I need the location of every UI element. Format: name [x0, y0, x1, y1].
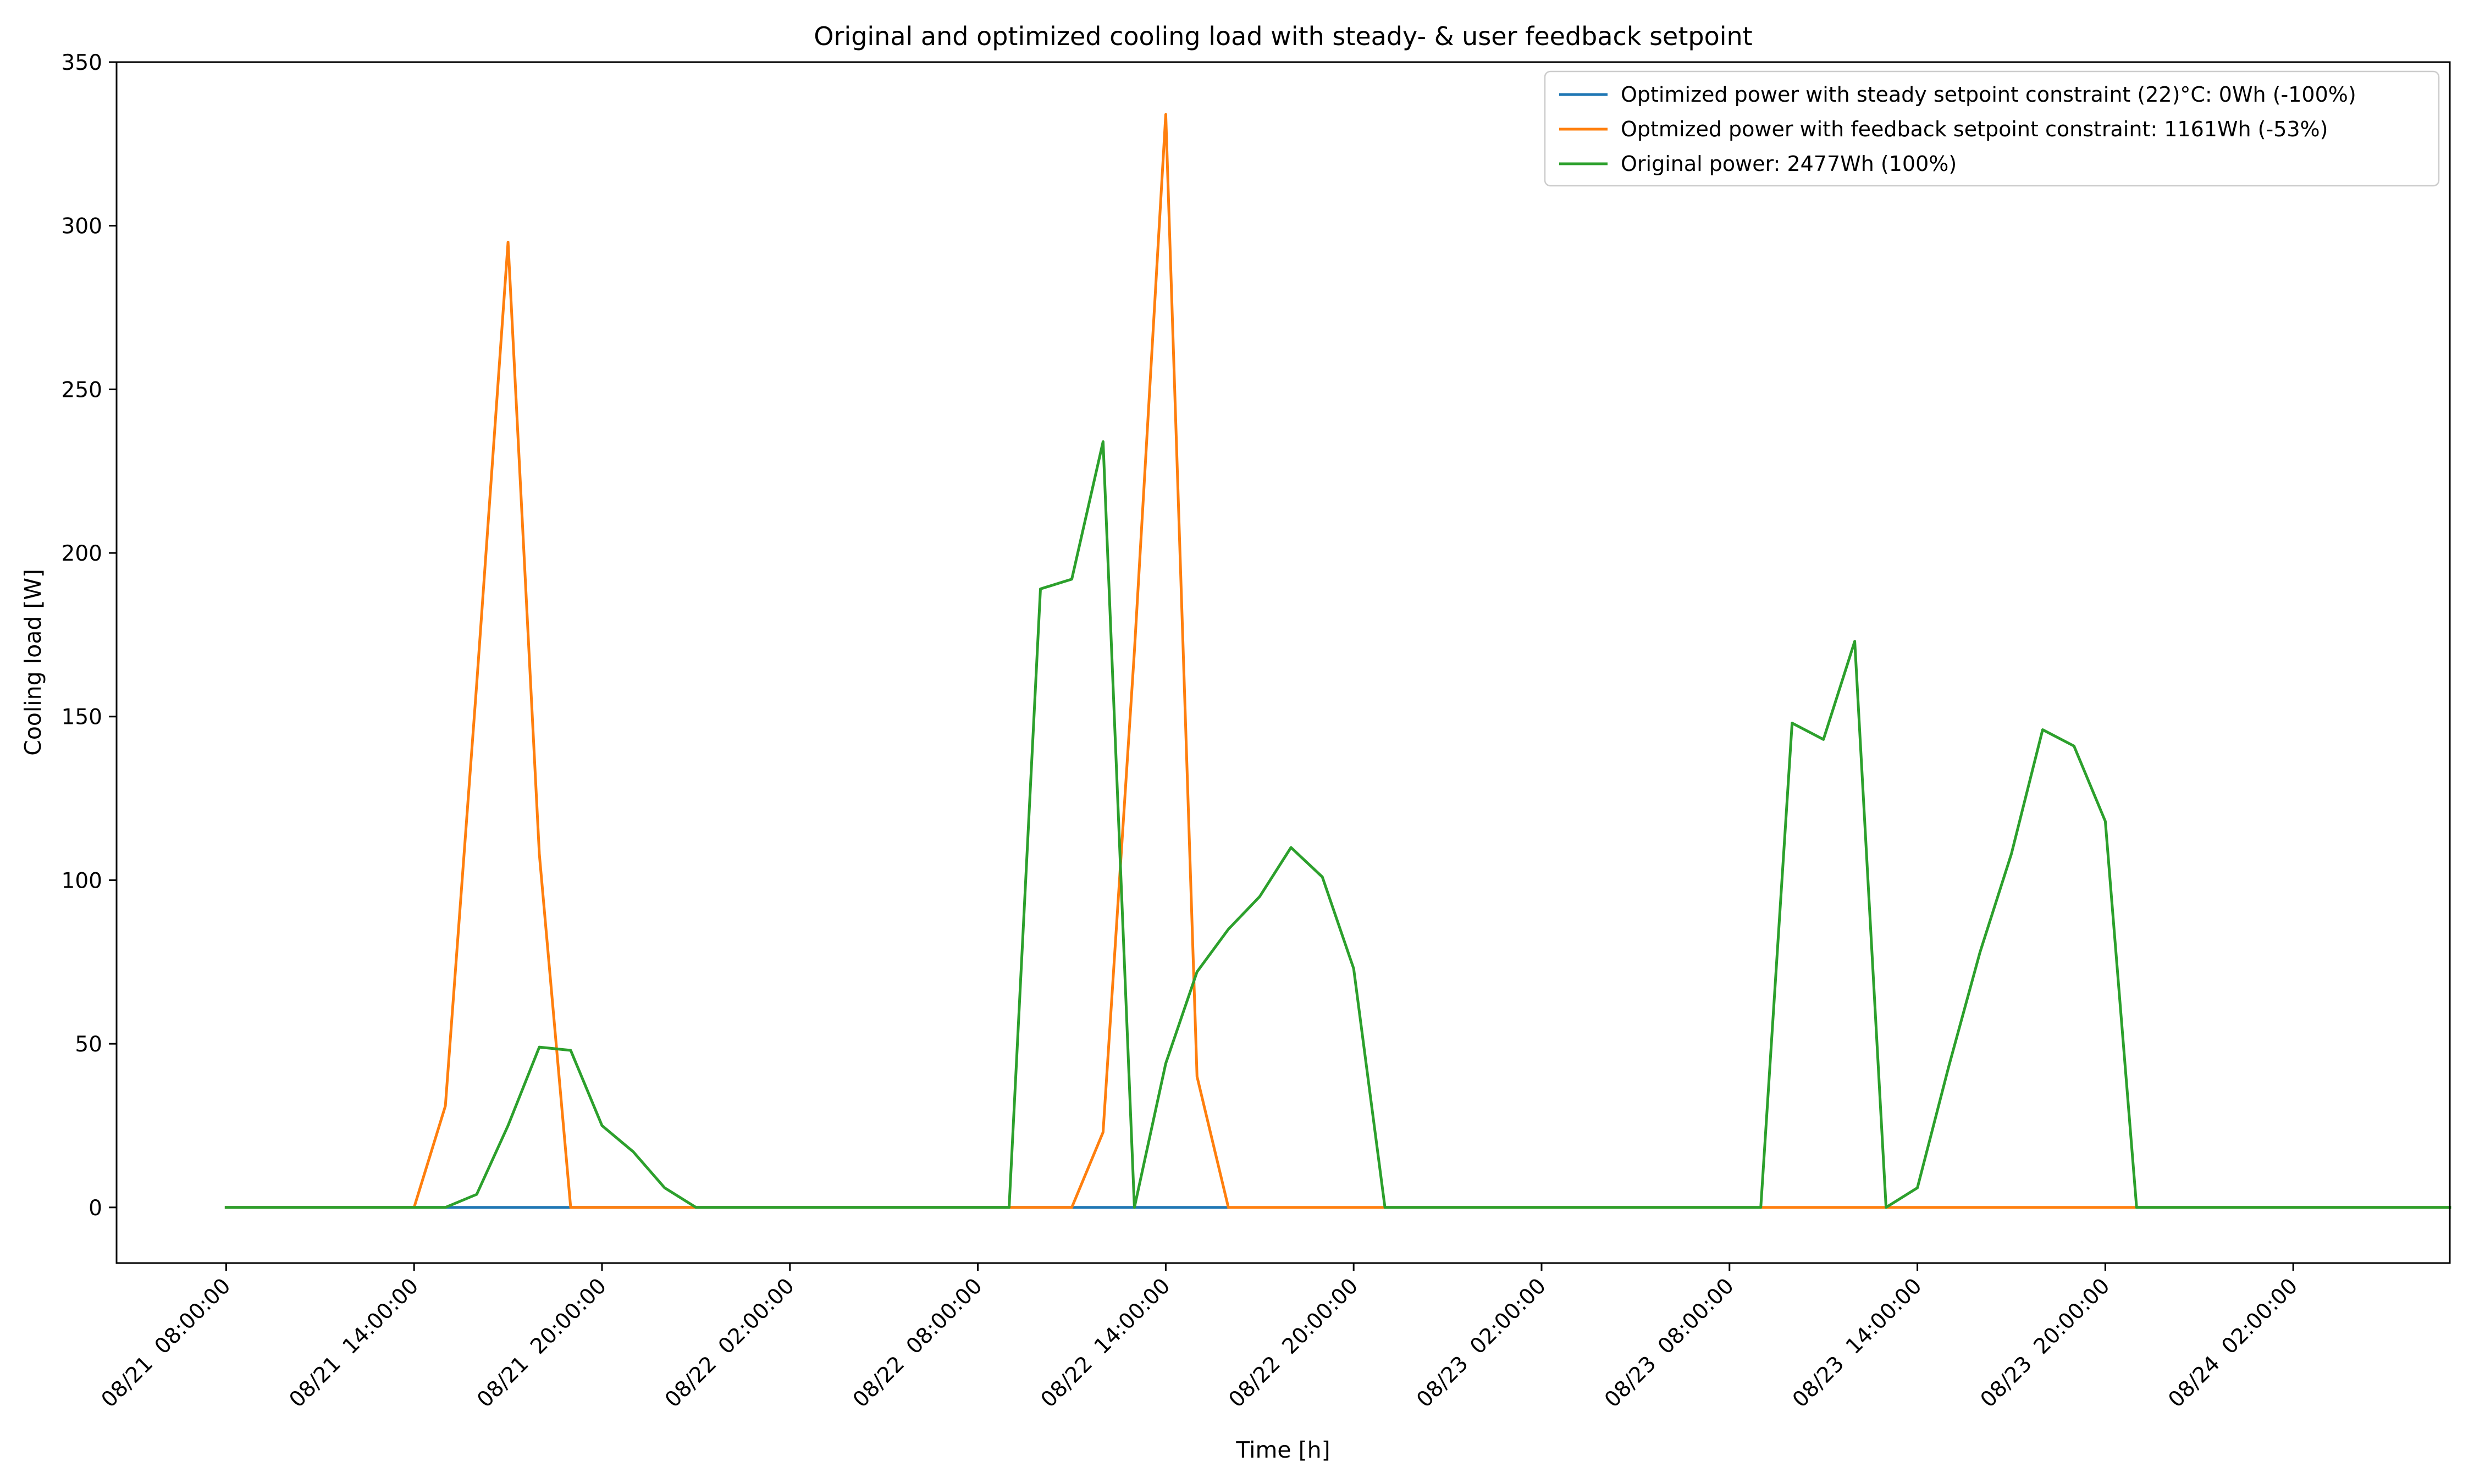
legend-entry-2: Original power: 2477Wh (100%)	[1621, 152, 1957, 176]
series-line-1	[224, 113, 2451, 1209]
legend: Optimized power with steady setpoint con…	[1544, 70, 2440, 187]
y-tick-label-5: 250	[62, 378, 102, 402]
y-tick-label-0: 0	[89, 1196, 102, 1221]
y-axis-label: Cooling load [W]	[20, 569, 46, 756]
y-tick-label-6: 300	[62, 214, 102, 239]
legend-box	[1544, 70, 2440, 187]
chart-title: Original and optimized cooling load with…	[814, 21, 1752, 51]
legend-entry-1: Optmized power with feedback setpoint co…	[1621, 117, 2328, 141]
y-axis: 0 50 100 150 200 250 300 350	[62, 51, 117, 1221]
y-tick-label-7: 350	[62, 51, 102, 75]
plot-frame	[115, 61, 2451, 1264]
series-lines	[224, 113, 2451, 1209]
y-tick-label-4: 200	[62, 541, 102, 566]
x-axis-label: Time [h]	[1235, 1437, 1330, 1463]
y-tick-label-1: 50	[75, 1032, 102, 1057]
y-tick-label-3: 150	[62, 705, 102, 730]
legend-entry-0: Optimized power with steady setpoint con…	[1621, 82, 2356, 107]
y-tick-label-2: 100	[62, 868, 102, 893]
series-line-2	[224, 440, 2451, 1209]
